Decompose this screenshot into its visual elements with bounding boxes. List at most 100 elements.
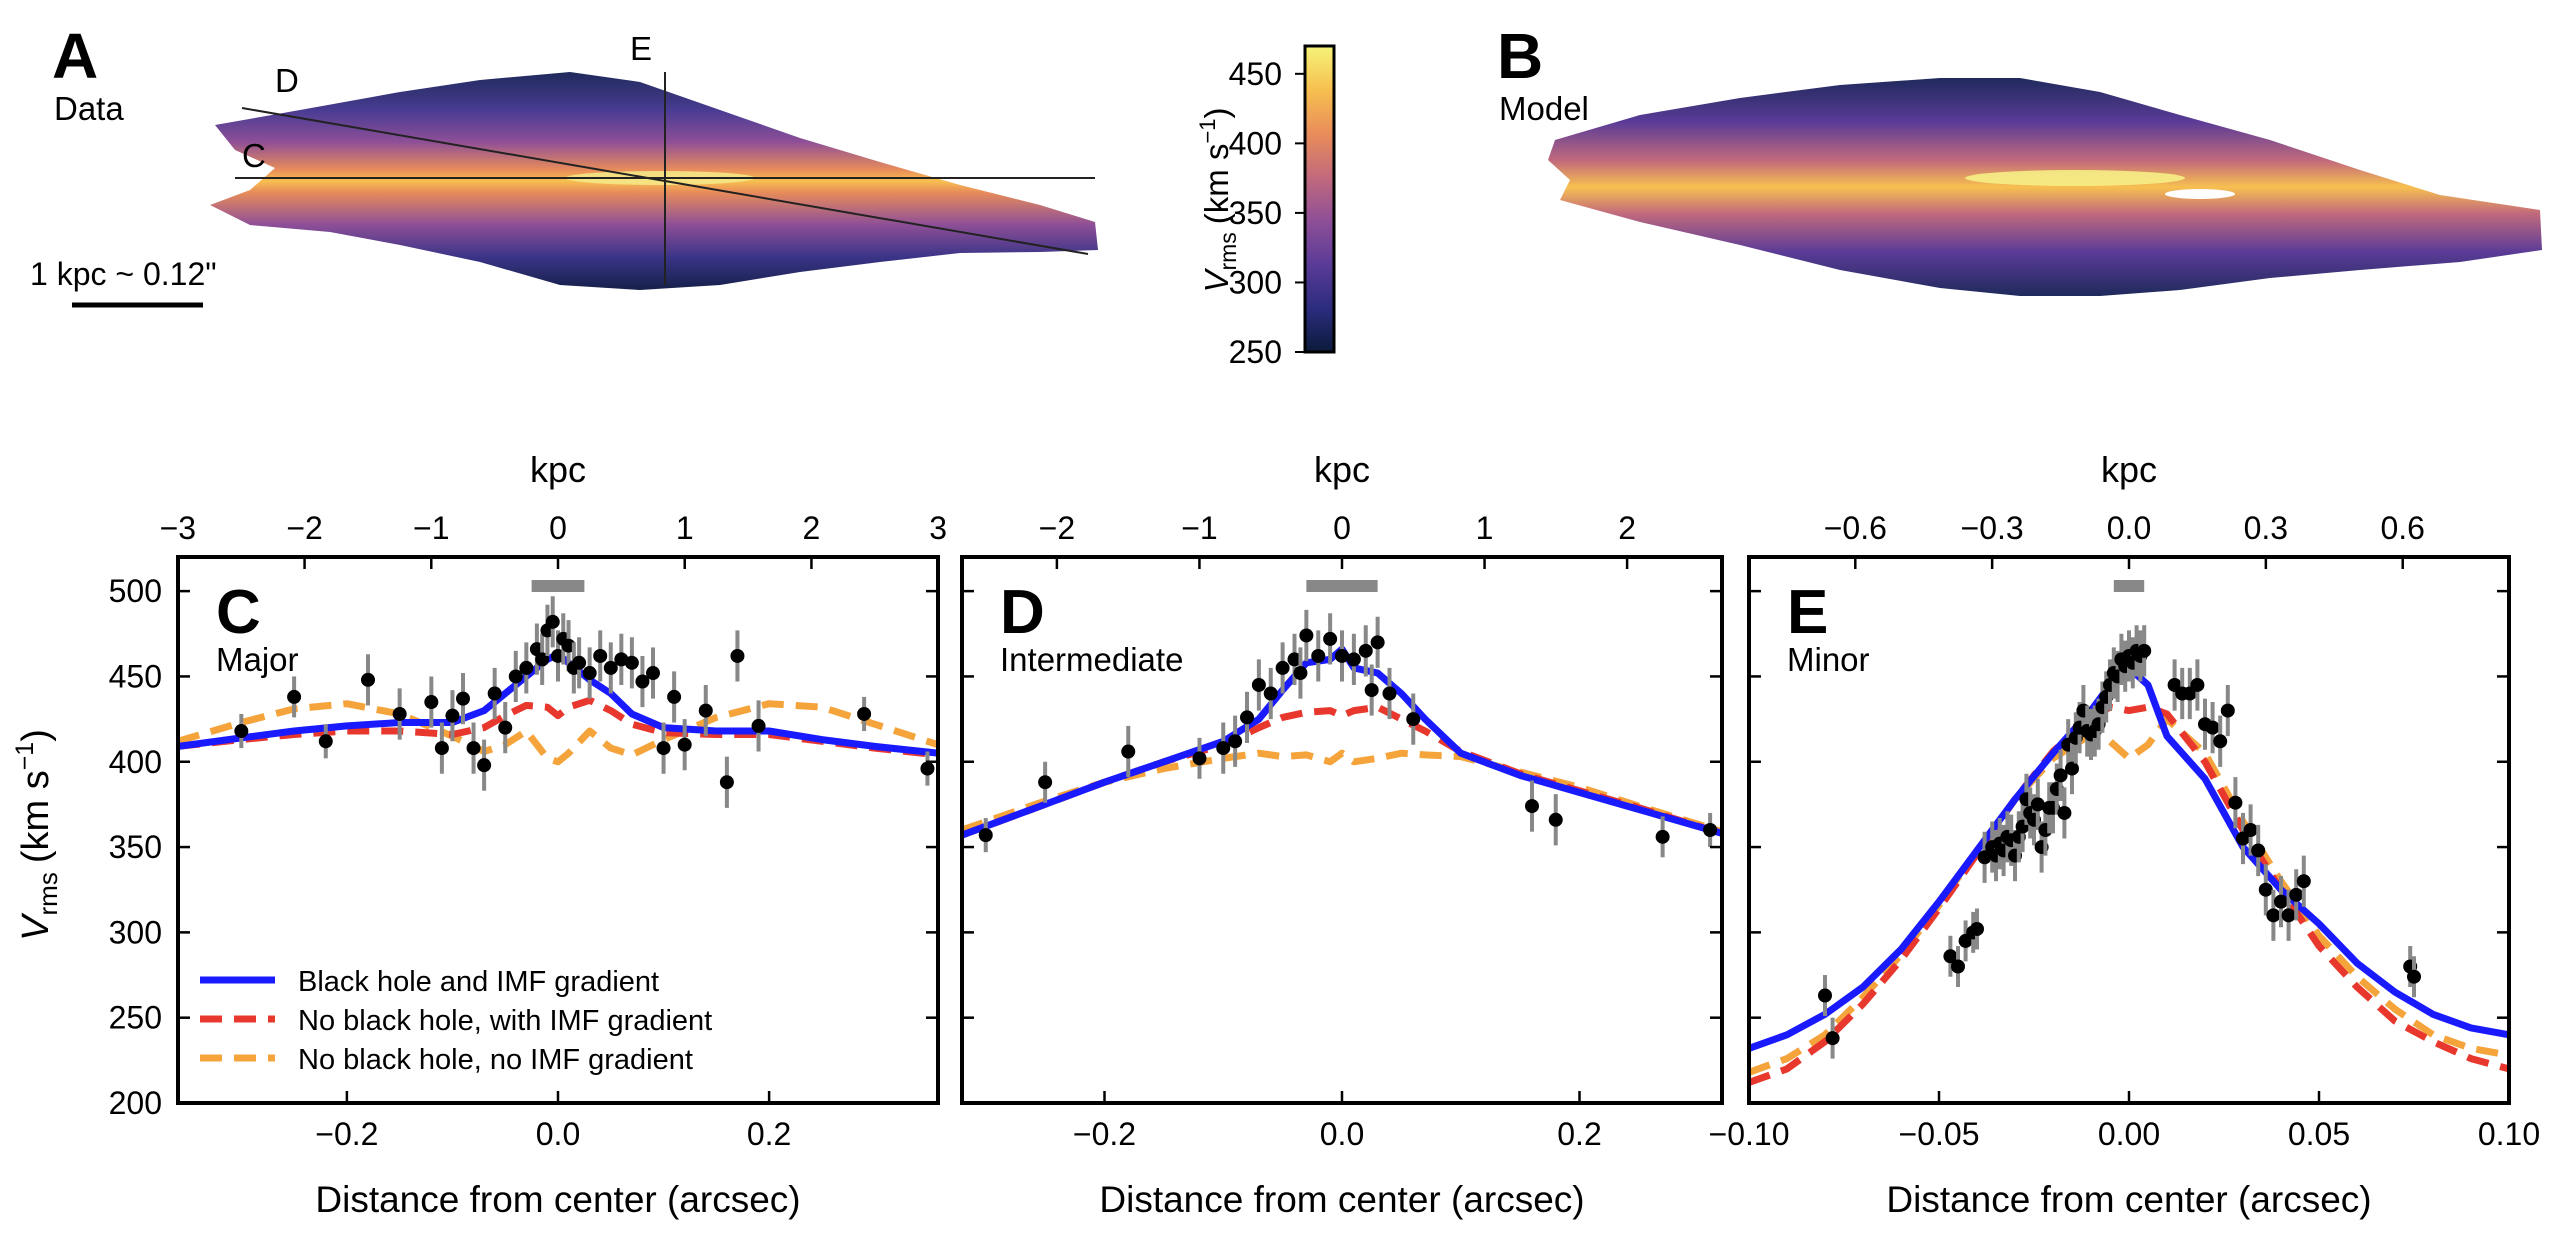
data-point [1346,652,1361,667]
x-tick-label: −0.10 [1709,1116,1790,1152]
data-point [2407,969,2421,984]
top-tick-label: 0 [1333,510,1351,546]
top-tick-label: 2 [1618,510,1636,546]
top-tick-label: −3 [160,510,196,546]
data-point [1216,741,1231,756]
data-point [1655,829,1670,844]
top-tick-label: −2 [286,510,322,546]
y-tick-label: 350 [109,829,162,865]
cut-e-label: E [630,30,652,67]
top-axis-label: kpc [2101,449,2157,490]
panel-b-label: Model [1499,90,1589,127]
data-point [519,660,534,675]
data-point [1287,652,1302,667]
y-axis-label-units: (km s [15,770,57,863]
data-point [1818,988,1832,1003]
data-point [392,706,407,721]
x-tick-label: −0.2 [1073,1116,1136,1152]
colorbar-label: Vrms (km s−1) [1195,107,1241,292]
y-tick-label: 250 [109,1000,162,1036]
data-point [1311,648,1326,663]
x-tick-label: 0.0 [1320,1116,1364,1152]
top-tick-label: −2 [1039,510,1075,546]
data-point [445,708,460,723]
data-point [698,703,713,718]
top-tick-label: 2 [803,510,821,546]
data-point [2205,720,2220,735]
data-point [593,648,608,663]
colorbar-ticks: 450 400 350 300 250 [1229,56,1305,370]
data-point [614,652,629,667]
data-point [1703,823,1718,837]
panel-d: −0.2 0.0 0.2 −2 −1 0 1 2 kpc Distance from center… [960,449,1724,1220]
data-point [2137,643,2152,658]
data-point [1192,751,1207,766]
data-point [624,655,639,670]
data-point [545,614,560,629]
x-tick-label: 0.00 [2098,1116,2160,1152]
data-point [635,674,650,689]
x-tick-label: 0.2 [1557,1116,1601,1152]
data-point [572,655,587,670]
y-axis-label-sub: rms [33,872,63,915]
data-point [1548,812,1563,827]
colorbar-label-exp: −1 [1195,118,1220,143]
profile-panels: 200 250 300 350 400 450 500 −0.2 0.0 0.2 −3 −2 −1 0 1 2… [109,449,2541,1220]
series-line-nobh-noimf [1749,715,2509,1076]
plot-area [962,609,1722,858]
top-tick-label: 0.3 [2244,510,2288,546]
data-point [434,741,449,756]
panel-label-d: Intermediate [1000,641,1183,678]
x-axis-label: Distance from center (arcsec) [1886,1179,2371,1220]
panel-e: −0.10 −0.05 0.00 0.05 0.10 −0.6 −0.3 0.0 0.3 0.6 k… [1709,449,2541,1220]
data-point [1382,686,1397,701]
panel-label-c: Major [216,641,299,678]
data-point [2266,908,2281,923]
x-axis-label: Distance from center (arcsec) [1099,1179,1584,1220]
plot-area [178,596,938,808]
top-tick-label: 0 [549,510,567,546]
data-point [424,695,439,710]
panel-label-e: Minor [1787,641,1870,678]
model-map-gap [2165,189,2235,199]
data-point [978,828,993,843]
y-axis-label: Vrms (km s−1) [11,729,63,941]
data-point [1251,677,1266,692]
data-point [582,666,597,681]
data-point [677,737,692,752]
data-point [730,648,745,663]
top-tick-label: 1 [676,510,694,546]
top-tick-label: 0.6 [2380,510,2424,546]
y-tick-label: 450 [109,658,162,694]
panel-c: 200 250 300 350 400 450 500 −0.2 0.0 0.2 −3 −2 −1 0 1 2… [109,449,947,1220]
data-point [234,724,249,739]
top-tick-label: −1 [413,510,449,546]
x-tick-label: 0.05 [2288,1116,2350,1152]
top-tick-label: 0.0 [2107,510,2151,546]
data-point [287,689,302,704]
data-point [1525,799,1539,814]
series-line-nobh-noimf [178,700,938,766]
resolution-bar [2113,580,2145,592]
top-tick-label: −0.3 [1961,510,2024,546]
data-point [667,689,682,704]
series-line-nobh-imf [1749,703,2509,1086]
data-point [1275,660,1290,675]
x-axis-label: Distance from center (arcsec) [315,1179,800,1220]
colorbar-tick-label: 250 [1229,334,1282,370]
y-tick-label: 200 [109,1085,162,1121]
data-point [1240,710,1254,725]
plot-area [1749,625,2509,1086]
data-point [1358,643,1373,658]
top-tick-label: 3 [929,510,947,546]
colorbar [1303,44,1336,354]
data-point [1323,631,1338,646]
series-line-bh-imf [1749,664,2509,1052]
cut-d-label: D [275,62,299,99]
data-point [1228,734,1243,749]
x-tick-label: −0.05 [1899,1116,1980,1152]
panel-a-letter: A [52,20,98,92]
panel-letter-c: C [216,578,261,647]
colorbar-label-units: (km s [1198,144,1235,225]
